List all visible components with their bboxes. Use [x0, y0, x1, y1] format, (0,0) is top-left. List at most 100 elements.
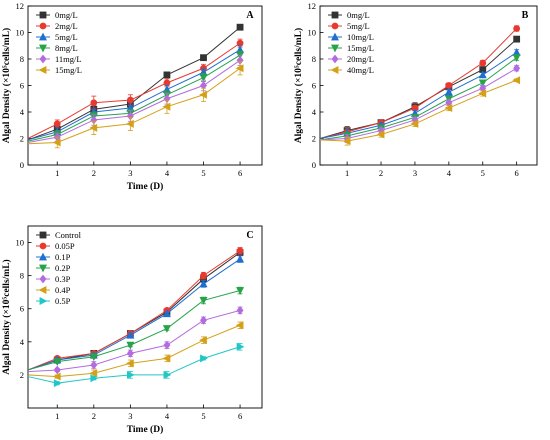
series-0-2p	[27, 286, 245, 371]
data-point	[200, 272, 207, 280]
data-point	[513, 35, 521, 43]
x-tick-label: 1	[55, 411, 59, 421]
data-point	[126, 330, 135, 339]
legend-swatch-marker	[38, 286, 47, 294]
data-point	[89, 353, 98, 362]
x-tick-label: 5	[481, 168, 485, 178]
data-point	[445, 82, 453, 89]
data-point	[199, 279, 208, 288]
series-15mg-l	[27, 61, 244, 149]
legend-entry: 8mg/L	[55, 43, 78, 53]
legend-entry: 0mg/L	[55, 10, 78, 20]
data-point	[235, 321, 244, 330]
data-point	[52, 372, 61, 381]
legend-entry: 15mg/L	[347, 43, 374, 53]
y-axis-title: Algal Density (×10⁵cells/mL)	[1, 259, 12, 374]
data-point	[479, 59, 487, 67]
legend-swatch-marker	[39, 231, 47, 239]
panel-label: B	[522, 10, 529, 21]
x-tick-label: 5	[201, 168, 205, 178]
chart-panel-c: 1 2 3 4 5 6 2 4 6 8 10 Time (D) Algal Density (×10⁵c…	[1, 225, 263, 435]
legend-entry: 40mg/L	[347, 65, 374, 75]
y-tick-label: 4	[312, 107, 317, 117]
data-point	[162, 102, 171, 111]
data-point	[200, 54, 207, 62]
legend-entry: 11mg/L	[55, 54, 82, 64]
data-point	[53, 379, 62, 388]
legend-swatch-marker	[39, 22, 47, 30]
legend-swatch-marker	[331, 44, 339, 53]
y-tick-label: 2	[312, 134, 316, 144]
y-tick-label: 10	[16, 28, 25, 38]
x-tick-label: 1	[345, 168, 349, 178]
legend-entry: 0mg/L	[347, 10, 370, 20]
y-tick-label: 8	[20, 271, 24, 281]
x-axis-title: Time (D)	[127, 181, 164, 192]
legend-swatch-marker	[330, 66, 339, 74]
data-point	[162, 354, 171, 363]
data-point	[512, 54, 521, 63]
data-point	[478, 70, 487, 79]
data-point	[236, 305, 244, 315]
legend-entry: 15mg/L	[55, 65, 82, 75]
data-point	[52, 138, 61, 147]
legend-swatch-marker	[331, 54, 339, 64]
data-point	[162, 325, 171, 333]
data-point	[90, 99, 98, 107]
legend-entry: 0.3P	[55, 274, 71, 284]
y-tick-label: 12	[16, 1, 25, 11]
y-tick-label: 10	[308, 28, 317, 38]
data-point	[512, 76, 521, 85]
legend-swatch-marker	[39, 274, 47, 284]
y-tick-label: 0	[20, 160, 24, 170]
legend-entry: 5mg/L	[347, 21, 370, 31]
x-tick-label: 5	[201, 411, 205, 421]
data-point	[163, 340, 171, 350]
x-tick-label: 6	[238, 411, 242, 421]
legend-swatch-marker	[39, 242, 47, 250]
data-point	[200, 354, 208, 363]
y-tick-label: 8	[20, 54, 24, 64]
legend-swatch-marker	[39, 297, 48, 305]
data-point	[410, 119, 419, 128]
plot-frame	[27, 225, 263, 409]
data-point	[478, 79, 487, 88]
x-tick-label: 4	[165, 168, 170, 178]
panel-label: C	[246, 230, 253, 241]
legend-entry: 5mg/L	[55, 32, 78, 42]
data-point	[126, 349, 134, 358]
data-point	[90, 360, 98, 370]
legend-entry: 20mg/L	[347, 54, 374, 64]
series-0-4p	[27, 321, 244, 381]
data-point	[163, 71, 171, 79]
data-point	[478, 89, 487, 98]
data-point	[53, 365, 61, 375]
x-tick-label: 6	[238, 168, 242, 178]
legend-swatch-marker	[39, 252, 47, 261]
data-point	[513, 63, 521, 73]
legend-entry: 0.05P	[55, 241, 75, 251]
legend-swatch-marker	[39, 11, 47, 19]
data-point	[126, 370, 135, 379]
x-tick-label: 3	[128, 168, 132, 178]
legend-entry: 0.1P	[55, 252, 71, 262]
legend-swatch-marker	[39, 44, 47, 53]
legend-swatch-marker	[39, 264, 47, 273]
data-point	[199, 90, 207, 99]
data-point	[376, 130, 385, 139]
data-point	[236, 287, 245, 295]
data-point	[236, 254, 245, 263]
data-point	[513, 25, 521, 32]
data-point	[444, 104, 453, 113]
legend-entry: 10mg/L	[347, 32, 374, 42]
legend-entry: 0.4P	[55, 285, 71, 295]
y-tick-label: 6	[312, 81, 316, 91]
series-40mg-l	[319, 76, 521, 146]
data-point	[235, 64, 244, 73]
y-tick-label: 10	[16, 238, 25, 248]
x-tick-label: 2	[92, 411, 96, 421]
legend-entry: 2mg/L	[55, 21, 78, 31]
